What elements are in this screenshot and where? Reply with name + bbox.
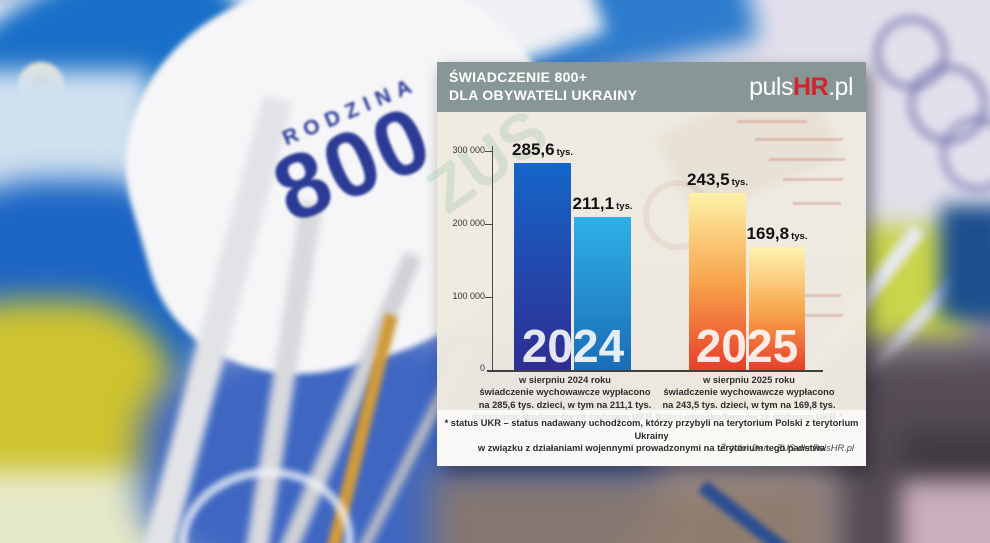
footnote-line2: w związku z działaniami wojennymi prowad… <box>477 443 826 454</box>
logo-part-puls: puls <box>749 72 793 101</box>
banknote-dash <box>783 178 843 181</box>
bar-value-label: 211,1 tys. <box>572 193 633 213</box>
infographic-panel: ZUS ŚWIADCZENIE 800+ DLA OBYWATELI UKRAI… <box>414 62 866 466</box>
bar-2024-ukr: 211,1 tys. <box>573 194 632 370</box>
year-label-2025: 2025 <box>695 320 799 373</box>
source-credit: Źródło: Dane ZUS dla PulsHR.pl <box>720 443 854 453</box>
navy-blob-right <box>940 205 990 320</box>
banknote-dash <box>777 314 843 317</box>
bar-value-label: 169,8 tys. <box>746 223 808 243</box>
banknote-dash <box>737 120 807 123</box>
footnote-line1: * status UKR – status nadawany uchodźcom… <box>444 418 859 441</box>
bar-value-label: 285,6 tys. <box>512 139 573 159</box>
y-tick-mark <box>485 151 492 152</box>
banknote-dash <box>755 138 843 141</box>
pulshr-logo: pulsHR.pl <box>749 73 853 102</box>
x-axis-line <box>487 370 823 372</box>
banknote-dash <box>789 294 841 297</box>
logo-part-pl: .pl <box>828 72 853 101</box>
bar-value-label: 243,5 tys. <box>687 170 748 190</box>
y-tick-label: 100 000 <box>452 291 485 301</box>
y-tick-label: 200 000 <box>452 218 485 228</box>
panel-footer-strip <box>437 410 866 466</box>
y-tick-mark <box>485 224 492 225</box>
y-tick-label: 300 000 <box>452 145 485 155</box>
bar-2024-total: 285,6 tys. <box>512 140 573 370</box>
panel-header: ŚWIADCZENIE 800+ DLA OBYWATELI UKRAINY p… <box>437 62 866 112</box>
bar-2025-ukr: 169,8 tys. <box>747 224 807 370</box>
pink-blur-bottomright <box>900 480 990 543</box>
y-axis-line <box>492 146 493 370</box>
banknote-dash <box>769 158 845 161</box>
bar-chart: 300 000 200 000 100 000 0 285,6 tys. 211,… <box>437 62 866 466</box>
panel-title-line1: ŚWIADCZENIE 800+ <box>449 69 588 86</box>
panel-title-line2: DLA OBYWATELI UKRAINY <box>449 87 638 103</box>
year-label-2024: 2024 <box>521 320 625 373</box>
bar-2025-total: 243,5 tys. <box>687 170 748 370</box>
panel-title: ŚWIADCZENIE 800+ DLA OBYWATELI UKRAINY <box>449 69 637 105</box>
footnote: * status UKR – status nadawany uchodźcom… <box>437 417 866 455</box>
banknote-dash <box>793 202 841 205</box>
logo-part-hr: HR <box>792 72 829 101</box>
ghost-ring-3 <box>938 114 990 194</box>
y-tick-label: 0 <box>479 363 485 373</box>
y-tick-mark <box>485 297 492 298</box>
